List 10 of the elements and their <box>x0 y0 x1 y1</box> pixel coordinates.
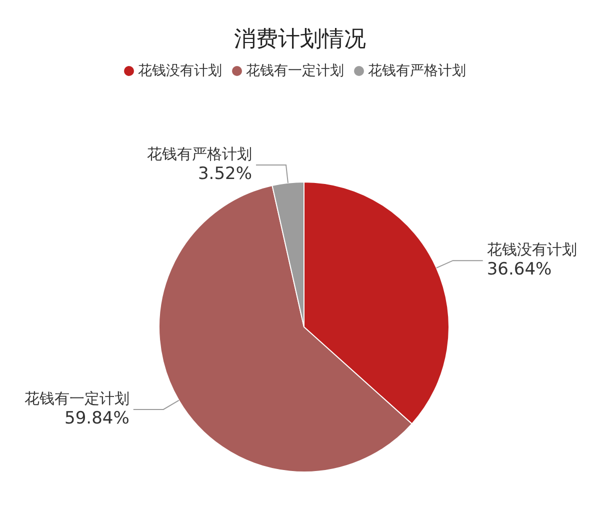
legend-label: 花钱没有计划 <box>138 63 222 79</box>
legend-label: 花钱有一定计划 <box>246 63 344 79</box>
legend-label: 花钱有严格计划 <box>368 63 466 79</box>
chart-title: 消费计划情况 <box>233 26 367 54</box>
data-label: 3.52% <box>198 164 252 184</box>
data-label: 36.64% <box>486 260 552 280</box>
slice-label: 花钱有一定计划 <box>24 389 130 408</box>
slice-label: 花钱有严格计划 <box>147 144 252 163</box>
data-label: 59.84% <box>64 408 130 428</box>
slice-label: 花钱没有计划 <box>486 240 577 259</box>
